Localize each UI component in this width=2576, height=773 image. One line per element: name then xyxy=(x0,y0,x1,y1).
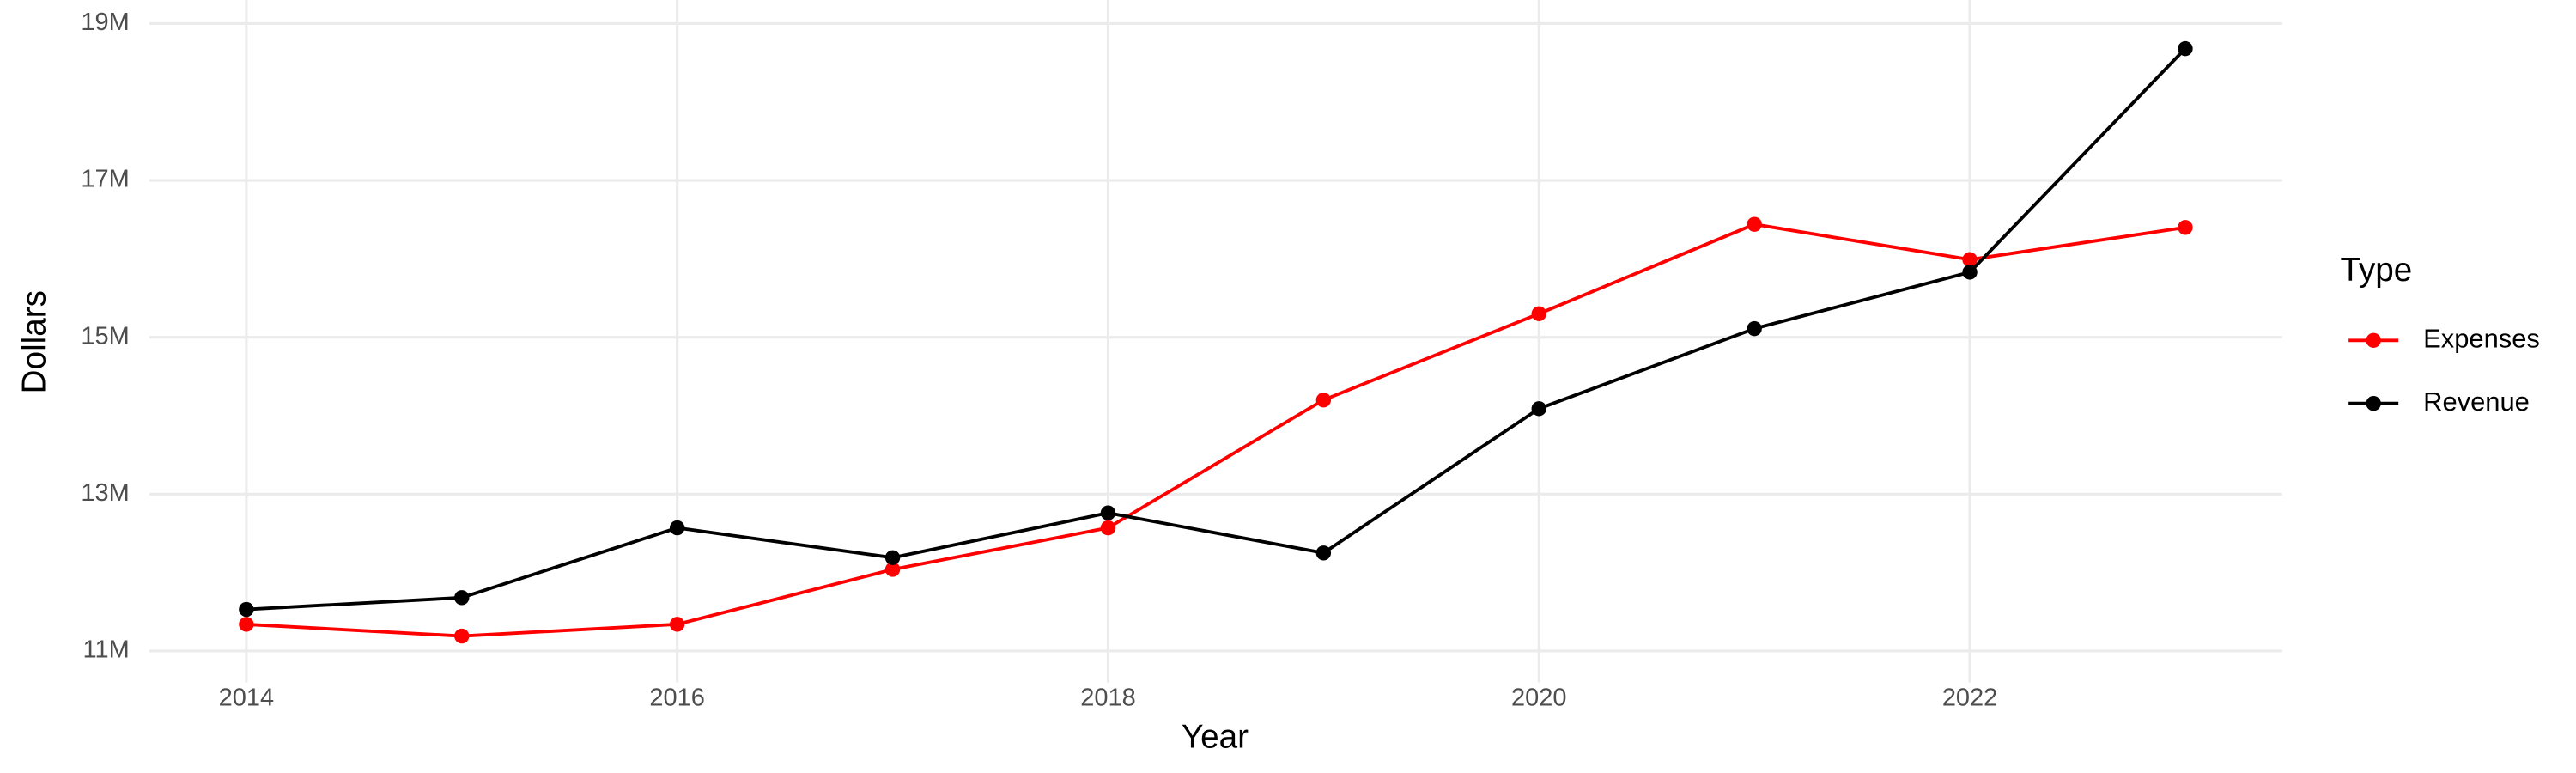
legend-title: Type xyxy=(2341,252,2413,289)
data-point xyxy=(1747,216,1762,232)
x-tick-label: 2020 xyxy=(1511,684,1566,711)
data-point xyxy=(454,628,470,644)
x-axis-title: Year xyxy=(1182,718,1249,755)
data-point xyxy=(1100,520,1116,536)
series-line xyxy=(246,47,2187,612)
data-point xyxy=(1962,265,1978,280)
data-point xyxy=(1315,545,1332,561)
y-tick-label: 13M xyxy=(81,479,129,507)
legend-label: Expenses xyxy=(2423,323,2540,353)
y-tick-label: 17M xyxy=(81,166,129,193)
data-point xyxy=(1531,401,1546,417)
y-tick-label: 11M xyxy=(83,636,130,664)
y-axis-title: Dollars xyxy=(16,290,53,393)
data-point xyxy=(1100,505,1116,520)
data-point xyxy=(1315,393,1332,408)
legend-marker xyxy=(2366,396,2381,411)
data-point xyxy=(239,601,254,618)
legend-label: Revenue xyxy=(2423,386,2530,417)
series-line xyxy=(246,222,2186,638)
data-point xyxy=(1531,306,1546,321)
legend-marker xyxy=(2366,332,2381,348)
data-point xyxy=(239,617,254,632)
y-tick-label: 19M xyxy=(81,9,129,36)
x-tick-label: 2018 xyxy=(1080,684,1135,711)
data-point xyxy=(454,590,470,606)
data-point xyxy=(669,520,685,536)
data-point xyxy=(669,617,685,632)
x-tick-label: 2022 xyxy=(1942,684,1997,711)
x-tick-label: 2014 xyxy=(219,684,274,711)
data-point xyxy=(1962,252,1978,267)
data-point xyxy=(2178,40,2193,57)
data-point xyxy=(2178,220,2193,235)
data-point xyxy=(884,550,901,565)
x-tick-label: 2016 xyxy=(649,684,704,711)
data-point xyxy=(1747,320,1762,337)
y-tick-label: 15M xyxy=(81,322,129,350)
data-point xyxy=(884,562,901,577)
